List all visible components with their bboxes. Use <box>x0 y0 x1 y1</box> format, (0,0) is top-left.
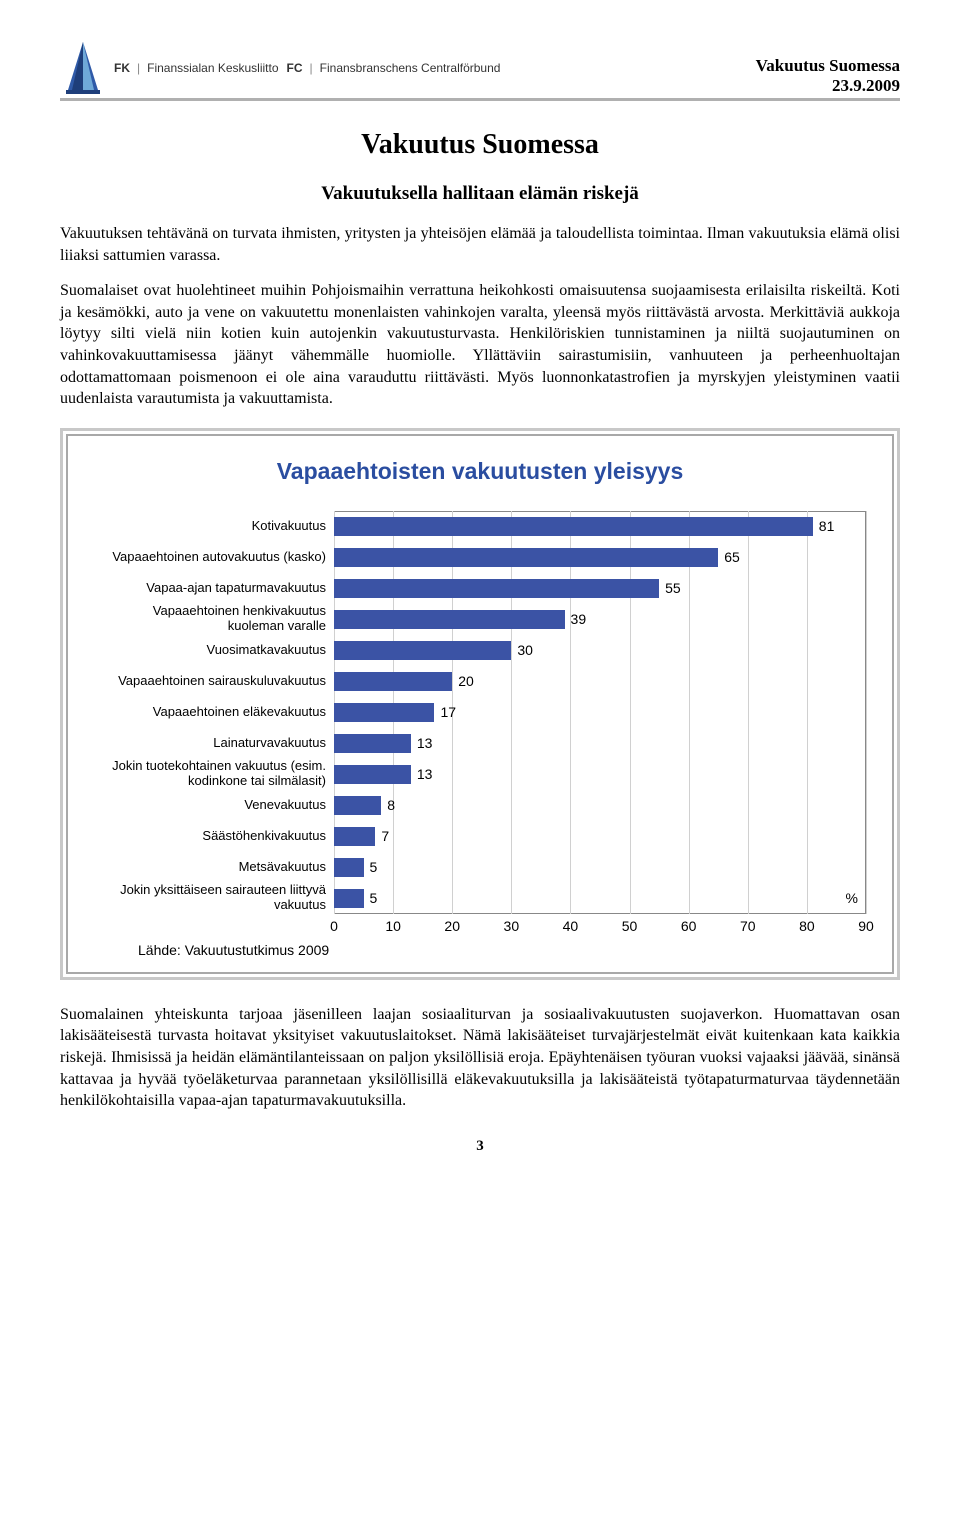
bar-row: 55 <box>334 573 866 604</box>
bar-value-label: 30 <box>517 642 533 658</box>
chart-plot: 8165553930201713138755% <box>334 511 866 914</box>
bar-row: 39 <box>334 604 866 635</box>
y-axis-label: Vapaaehtoinen autovakuutus (kasko) <box>94 542 326 573</box>
x-tick-label: 50 <box>622 918 638 934</box>
bar: 7 <box>334 827 375 846</box>
x-tick-label: 0 <box>330 918 338 934</box>
bar: 5 <box>334 889 364 908</box>
y-axis-label: Vapaaehtoinen eläkevakuutus <box>94 697 326 728</box>
bar: 5 <box>334 858 364 877</box>
bar-row: 30 <box>334 635 866 666</box>
bar-row: 5 <box>334 852 866 883</box>
bar-row: 20 <box>334 666 866 697</box>
y-axis-label: Vapaa-ajan tapaturmavakuutus <box>94 573 326 604</box>
separator-icon: | <box>137 61 140 75</box>
y-axis-label: Metsävakuutus <box>94 852 326 883</box>
org-fk: FK <box>114 61 130 75</box>
bar-value-label: 13 <box>417 766 433 782</box>
bar: 81 <box>334 517 813 536</box>
page: FK | Finanssialan Keskusliitto FC | Fina… <box>0 0 960 1185</box>
y-axis-label: Jokin yksittäiseen sairauteen liittyvä v… <box>94 883 326 914</box>
x-tick-label: 70 <box>740 918 756 934</box>
chart-inner: Vapaaehtoisten vakuutusten yleisyys Koti… <box>66 434 894 974</box>
y-axis-labels: KotivakuutusVapaaehtoinen autovakuutus (… <box>94 511 334 914</box>
y-axis-label: Venevakuutus <box>94 790 326 821</box>
unit-label: % <box>846 890 858 906</box>
doc-title: Vakuutus Suomessa <box>756 56 900 76</box>
x-axis: 0102030405060708090 <box>334 914 866 938</box>
x-axis-row: 0102030405060708090 <box>94 914 866 938</box>
bar: 13 <box>334 734 411 753</box>
paragraph-2: Suomalaiset ovat huolehtineet muihin Poh… <box>60 280 900 410</box>
doc-date: 23.9.2009 <box>756 76 900 96</box>
x-tick-label: 40 <box>563 918 579 934</box>
org-names: FK | Finanssialan Keskusliitto FC | Fina… <box>114 61 500 75</box>
bar-row: 13 <box>334 759 866 790</box>
x-tick-label: 90 <box>858 918 874 934</box>
grid-line <box>866 511 867 914</box>
bar-value-label: 81 <box>819 518 835 534</box>
bar-row: 81 <box>334 511 866 542</box>
logo-block: FK | Finanssialan Keskusliitto FC | Fina… <box>60 40 500 96</box>
chart-title: Vapaaehtoisten vakuutusten yleisyys <box>94 458 866 485</box>
bar-row: 13 <box>334 728 866 759</box>
bar: 55 <box>334 579 659 598</box>
separator-icon: | <box>310 61 313 75</box>
bar-value-label: 20 <box>458 673 474 689</box>
bar: 65 <box>334 548 718 567</box>
y-axis-label: Vapaaehtoinen sairauskuluvakuutus <box>94 666 326 697</box>
x-tick-label: 60 <box>681 918 697 934</box>
bar: 8 <box>334 796 381 815</box>
bar-value-label: 55 <box>665 580 681 596</box>
y-axis-label: Vuosimatkavakuutus <box>94 635 326 666</box>
bar-value-label: 17 <box>440 704 456 720</box>
org-fi: Finanssialan Keskusliitto <box>147 61 278 75</box>
bar: 20 <box>334 672 452 691</box>
org-sv: Finansbranschens Centralförbund <box>320 61 501 75</box>
org-logo-icon <box>60 40 106 96</box>
page-number: 3 <box>60 1138 900 1155</box>
page-title: Vakuutus Suomessa <box>60 129 900 161</box>
bar-row: 65 <box>334 542 866 573</box>
bar-row: 7 <box>334 821 866 852</box>
bar-value-label: 7 <box>381 828 389 844</box>
bar: 30 <box>334 641 511 660</box>
y-axis-label: Vapaaehtoinen henkivakuutus kuoleman var… <box>94 604 326 635</box>
y-axis-label: Säästöhenkivakuutus <box>94 821 326 852</box>
chart-source: Lähde: Vakuutustutkimus 2009 <box>138 942 866 958</box>
chart-area: KotivakuutusVapaaehtoinen autovakuutus (… <box>94 511 866 914</box>
x-tick-label: 20 <box>444 918 460 934</box>
header-rule <box>60 98 900 101</box>
bar-row: 17 <box>334 697 866 728</box>
y-axis-label: Kotivakuutus <box>94 511 326 542</box>
bar-value-label: 5 <box>370 859 378 875</box>
page-subtitle: Vakuutuksella hallitaan elämän riskejä <box>60 183 900 205</box>
bar: 13 <box>334 765 411 784</box>
bar-value-label: 5 <box>370 890 378 906</box>
bar-row: 8 <box>334 790 866 821</box>
bar: 17 <box>334 703 434 722</box>
x-tick-label: 80 <box>799 918 815 934</box>
x-tick-label: 10 <box>385 918 401 934</box>
bar-row: 5 <box>334 883 866 914</box>
chart-container: Vapaaehtoisten vakuutusten yleisyys Koti… <box>60 428 900 980</box>
bar-value-label: 39 <box>571 611 587 627</box>
paragraph-1: Vakuutuksen tehtävänä on turvata ihmiste… <box>60 223 900 266</box>
y-axis-label: Lainaturvavakuutus <box>94 728 326 759</box>
org-line: FK | Finanssialan Keskusliitto FC | Fina… <box>114 61 500 75</box>
bar-value-label: 13 <box>417 735 433 751</box>
bar-value-label: 8 <box>387 797 395 813</box>
bar: 39 <box>334 610 565 629</box>
x-tick-label: 30 <box>504 918 520 934</box>
header-row: FK | Finanssialan Keskusliitto FC | Fina… <box>60 40 900 96</box>
paragraph-3: Suomalainen yhteiskunta tarjoaa jäsenill… <box>60 1004 900 1112</box>
header-right: Vakuutus Suomessa 23.9.2009 <box>756 56 900 96</box>
bar-value-label: 65 <box>724 549 740 565</box>
y-axis-label: Jokin tuotekohtainen vakuutus (esim. kod… <box>94 759 326 790</box>
org-fc: FC <box>287 61 303 75</box>
